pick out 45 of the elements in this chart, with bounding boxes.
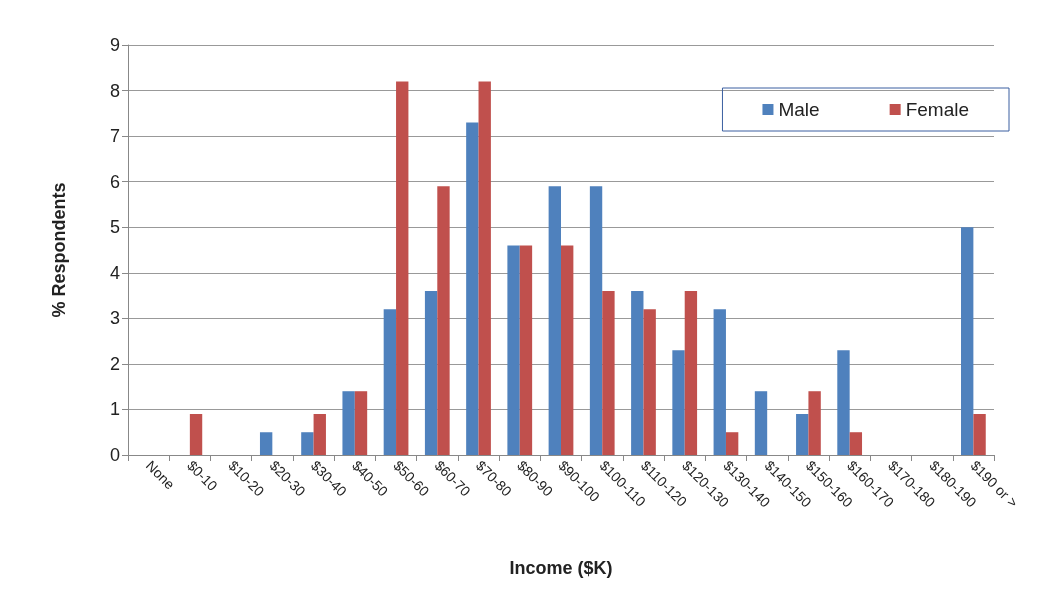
bar	[631, 291, 644, 455]
bar	[725, 432, 739, 455]
bar	[519, 245, 533, 455]
bar	[796, 414, 809, 455]
bar	[507, 245, 520, 455]
bar	[313, 414, 326, 455]
y-tick-label: 0	[109, 445, 120, 465]
legend-label: Female	[905, 99, 969, 120]
bar	[684, 291, 698, 455]
bar	[548, 186, 561, 455]
y-tick-label: 1	[109, 399, 120, 420]
bar	[189, 414, 203, 455]
y-tick-label: 2	[109, 353, 120, 374]
bar	[259, 432, 273, 455]
y-tick-label: 5	[109, 217, 120, 238]
bar	[849, 432, 863, 455]
bar	[713, 309, 726, 455]
bar	[672, 350, 685, 455]
bar	[961, 227, 974, 455]
bar	[808, 391, 821, 455]
bar	[602, 291, 615, 455]
y-tick-label: 8	[109, 80, 120, 101]
y-tick-label: 7	[109, 126, 120, 147]
y-tick-label: 6	[109, 171, 120, 192]
y-tick-label: 3	[109, 308, 120, 329]
bar	[561, 245, 574, 455]
bar	[837, 350, 850, 455]
bar	[754, 391, 768, 455]
bar	[466, 122, 479, 455]
bar	[342, 391, 355, 455]
bar	[396, 81, 409, 455]
bar	[301, 432, 314, 455]
y-tick-label: 9	[109, 35, 120, 55]
x-axis-title: Income ($K)	[509, 558, 613, 578]
bar	[643, 309, 656, 455]
legend-label: Male	[778, 99, 820, 120]
bar	[478, 81, 491, 455]
y-tick-label: 4	[109, 262, 120, 283]
bar	[589, 186, 603, 455]
bar	[424, 291, 438, 455]
bar	[354, 391, 368, 455]
y-axis-title: % Respondents	[49, 182, 69, 318]
bar	[973, 414, 986, 455]
bar	[437, 186, 450, 455]
bar	[383, 309, 397, 455]
